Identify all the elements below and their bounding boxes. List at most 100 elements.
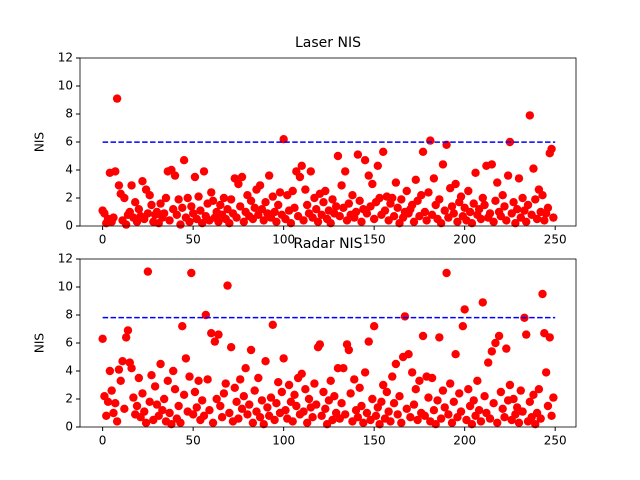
point bbox=[217, 413, 227, 422]
point bbox=[277, 387, 287, 397]
y-axis-label: NIS bbox=[33, 333, 47, 353]
point bbox=[197, 396, 207, 405]
point bbox=[302, 200, 312, 210]
point bbox=[226, 343, 236, 352]
point bbox=[330, 392, 339, 401]
point bbox=[348, 191, 357, 200]
y-axis-label: NIS bbox=[33, 132, 47, 152]
point bbox=[543, 203, 553, 212]
point bbox=[129, 393, 138, 402]
point bbox=[386, 417, 395, 426]
point bbox=[317, 411, 326, 420]
point bbox=[111, 167, 120, 176]
point bbox=[473, 376, 482, 385]
point bbox=[147, 371, 156, 380]
point bbox=[188, 410, 198, 419]
point bbox=[286, 219, 296, 228]
point bbox=[523, 200, 533, 210]
point bbox=[140, 407, 149, 416]
point bbox=[440, 403, 449, 412]
point bbox=[187, 268, 196, 278]
y-tick-label: 4 bbox=[65, 364, 73, 378]
point bbox=[321, 404, 330, 413]
point bbox=[340, 167, 350, 176]
point bbox=[511, 219, 520, 228]
point bbox=[255, 181, 265, 190]
point bbox=[351, 207, 361, 217]
point bbox=[395, 392, 404, 401]
point bbox=[409, 400, 419, 409]
x-tick-label: 250 bbox=[544, 434, 567, 448]
point bbox=[232, 397, 241, 406]
point bbox=[138, 389, 147, 398]
point bbox=[502, 344, 511, 353]
point bbox=[545, 333, 554, 342]
point bbox=[112, 94, 122, 103]
point bbox=[261, 198, 270, 207]
point bbox=[340, 410, 350, 419]
point bbox=[176, 418, 185, 427]
point bbox=[248, 418, 258, 427]
point bbox=[120, 404, 129, 413]
point bbox=[210, 337, 220, 346]
point bbox=[522, 330, 531, 339]
point bbox=[400, 312, 410, 321]
point bbox=[402, 186, 411, 196]
point bbox=[174, 401, 183, 411]
point bbox=[207, 188, 216, 197]
point bbox=[489, 217, 498, 226]
point bbox=[547, 144, 556, 154]
point bbox=[435, 333, 444, 342]
point bbox=[429, 406, 439, 415]
point bbox=[179, 156, 189, 165]
y-tick-label: 12 bbox=[58, 51, 73, 65]
point bbox=[216, 401, 225, 411]
point bbox=[270, 415, 279, 425]
point bbox=[326, 219, 335, 228]
point bbox=[199, 167, 209, 176]
point bbox=[295, 172, 305, 182]
point bbox=[514, 174, 524, 183]
point bbox=[161, 193, 171, 203]
point bbox=[279, 354, 288, 363]
y-tick-label: 12 bbox=[58, 252, 73, 266]
point bbox=[547, 411, 556, 420]
point bbox=[270, 207, 279, 217]
point bbox=[464, 186, 473, 196]
point bbox=[121, 333, 131, 342]
point bbox=[230, 383, 239, 392]
point bbox=[455, 389, 464, 398]
point bbox=[409, 217, 419, 226]
point bbox=[214, 217, 223, 226]
y-tick-label: 2 bbox=[65, 392, 73, 406]
x-tick-label: 0 bbox=[99, 434, 107, 448]
point bbox=[107, 386, 116, 395]
point bbox=[391, 178, 401, 187]
point bbox=[346, 389, 355, 398]
point bbox=[456, 192, 466, 201]
point bbox=[241, 364, 250, 373]
point bbox=[484, 358, 493, 367]
point bbox=[170, 385, 180, 394]
point bbox=[424, 188, 433, 197]
point bbox=[384, 407, 393, 416]
point bbox=[509, 394, 518, 404]
point bbox=[369, 214, 379, 224]
point bbox=[344, 345, 354, 355]
x-tick-label: 100 bbox=[272, 434, 295, 448]
point bbox=[460, 305, 469, 314]
point bbox=[121, 220, 131, 229]
point bbox=[534, 385, 544, 394]
point bbox=[393, 410, 402, 419]
point bbox=[259, 420, 268, 429]
point bbox=[469, 396, 478, 405]
point bbox=[335, 212, 344, 221]
point bbox=[212, 394, 221, 404]
point bbox=[152, 400, 162, 409]
point bbox=[127, 181, 136, 190]
point bbox=[491, 196, 500, 205]
point bbox=[339, 364, 348, 373]
point bbox=[183, 193, 192, 203]
point bbox=[417, 191, 426, 200]
point bbox=[353, 413, 363, 422]
